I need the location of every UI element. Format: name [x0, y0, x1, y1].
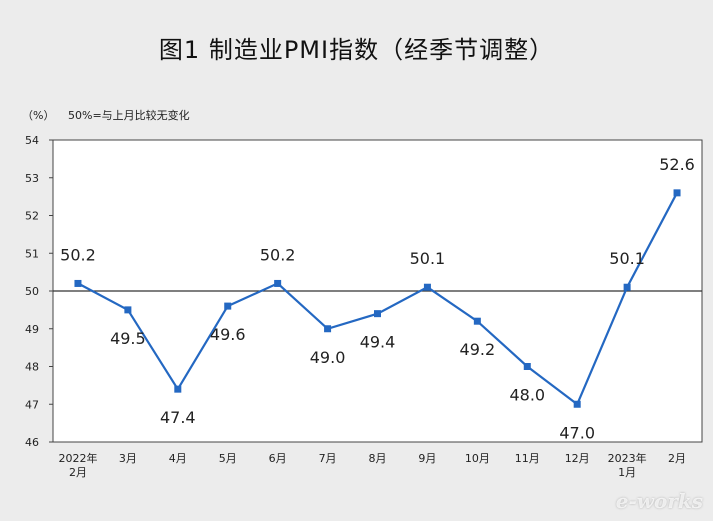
data-label: 50.1 [410, 249, 446, 268]
data-point [523, 363, 531, 370]
data-point [174, 385, 182, 393]
data-label: 49.6 [210, 325, 246, 344]
data-label: 49.5 [110, 329, 146, 348]
data-point [623, 283, 631, 291]
x-tick-label: 12月 [565, 452, 590, 465]
data-point [124, 306, 132, 314]
y-tick-label: 53 [25, 172, 39, 185]
y-axis-unit: （%） [22, 109, 55, 122]
x-tick-label: 3月 [119, 452, 137, 465]
data-point [423, 283, 431, 291]
data-label: 48.0 [509, 386, 545, 405]
x-tick-label: 1月 [618, 466, 636, 479]
data-point [473, 317, 481, 325]
chart-title: 图1 制造业PMI指数（经季节调整） [158, 36, 555, 64]
data-label: 50.1 [609, 249, 645, 268]
y-tick-label: 49 [25, 323, 39, 336]
x-tick-label: 11月 [515, 452, 540, 465]
data-point [274, 279, 282, 287]
data-point [573, 400, 581, 408]
data-label: 49.0 [310, 348, 346, 367]
data-point [374, 310, 381, 318]
x-tick-label: 6月 [269, 452, 287, 465]
data-label: 47.0 [559, 423, 595, 442]
x-tick-label: 2022年 [58, 451, 97, 465]
chart-note: 50%=与上月比较无变化 [68, 109, 190, 122]
x-tick-label: 7月 [319, 452, 337, 465]
x-tick-label: 10月 [465, 452, 490, 465]
data-label: 49.2 [460, 340, 496, 359]
data-label: 47.4 [160, 408, 196, 427]
x-tick-label: 4月 [169, 452, 187, 465]
data-label: 50.2 [260, 245, 296, 264]
x-tick-label: 8月 [369, 452, 387, 465]
data-label: 49.4 [360, 333, 396, 352]
x-tick-label: 5月 [219, 452, 237, 465]
y-tick-label: 46 [25, 436, 39, 449]
y-tick-label: 52 [25, 210, 39, 223]
y-tick-label: 54 [25, 134, 39, 147]
y-tick-label: 48 [25, 361, 39, 374]
data-point [673, 189, 681, 197]
y-tick-label: 50 [25, 285, 39, 298]
y-tick-label: 51 [25, 247, 39, 260]
x-tick-label: 2月 [69, 466, 87, 479]
x-tick-label: 9月 [418, 452, 436, 465]
y-tick-label: 47 [25, 398, 39, 411]
data-label: 50.2 [60, 245, 96, 264]
data-point [224, 302, 232, 310]
x-tick-label: 2月 [668, 452, 686, 465]
x-tick-label: 2023年 [608, 451, 647, 465]
data-label: 52.6 [659, 155, 695, 174]
watermark-logo: e-works [615, 489, 703, 513]
data-point [324, 325, 332, 333]
data-point [74, 279, 82, 287]
